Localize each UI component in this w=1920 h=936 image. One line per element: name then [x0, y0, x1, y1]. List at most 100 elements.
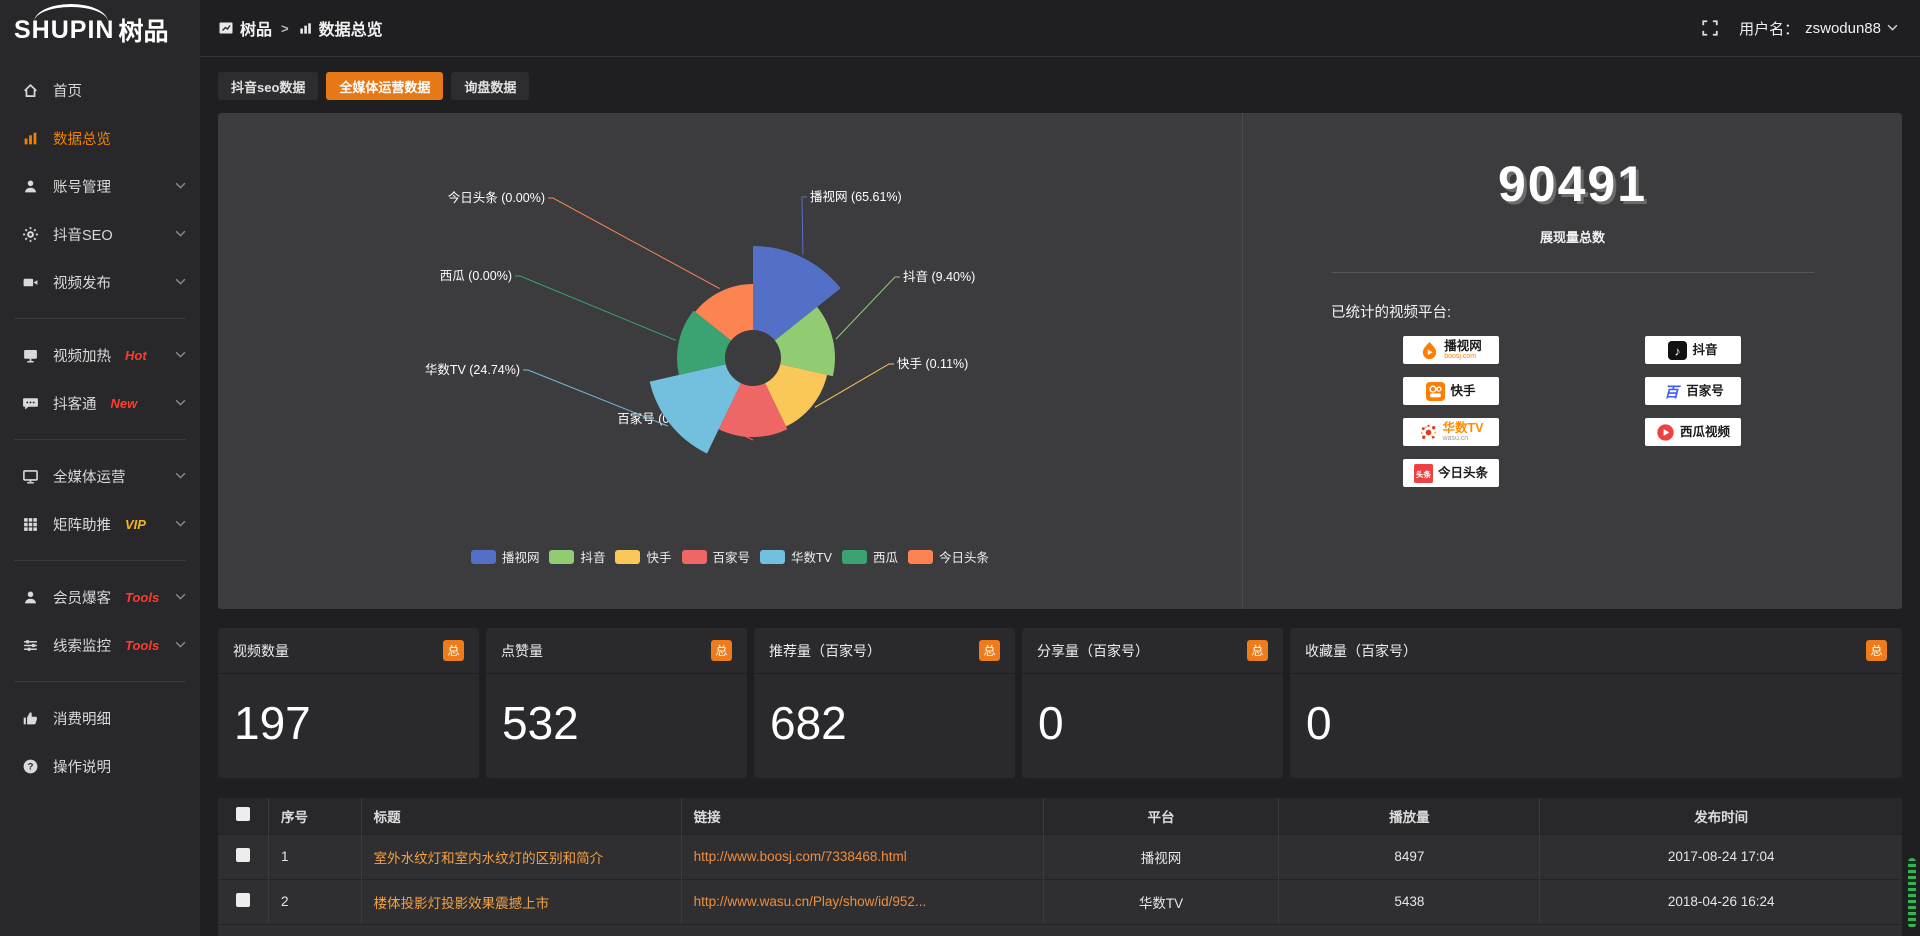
home-icon [24, 83, 37, 97]
sidebar-item-user2[interactable]: 会员爆客 Tools [0, 573, 200, 621]
sidebar-item-chart-bars[interactable]: 数据总览 [0, 114, 200, 162]
chart-legend: 播视网 抖音 快手 百家号 华数TV 西瓜 今日头条 [218, 547, 1242, 566]
stat-card-0: 视频数量 总 197 [218, 628, 479, 778]
table-header-1: 标题 [360, 798, 682, 834]
table-header-5: 发布时间 [1539, 798, 1902, 834]
bar-chart-icon [299, 22, 311, 34]
sidebar-item-home[interactable]: 首页 [0, 66, 200, 114]
legend-swatch [842, 549, 867, 564]
pie-slice-6[interactable] [695, 284, 753, 341]
svg-text:百: 百 [1665, 385, 1682, 401]
platform-logo-grid: 播视网 boosj.com 快手 华数TV wasu.cn 头条 今日头条 ♪ 抖音百百家号 西瓜… [1403, 336, 1902, 487]
table-header-3: 平台 [1042, 798, 1279, 834]
boosj-logo-icon [1423, 341, 1437, 359]
tab-0[interactable]: 抖音seo数据 [218, 72, 319, 100]
stat-card-header: 视频数量 总 [218, 628, 479, 674]
total-badge[interactable]: 总 [979, 640, 1000, 661]
scrollbar-thumb[interactable] [1908, 858, 1916, 928]
sidebar-item-video-camera[interactable]: 视频发布 [0, 258, 200, 306]
tab-2[interactable]: 询盘数据 [451, 72, 530, 100]
sidebar-item-grid[interactable]: 矩阵助推 VIP [0, 500, 200, 548]
pie-slice-3[interactable] [718, 383, 788, 438]
legend-item[interactable]: 快手 [615, 547, 672, 566]
select-all-checkbox[interactable] [236, 807, 250, 822]
total-impressions-label: 展现量总数 [1539, 230, 1605, 245]
topbar: 树品 > 数据总览 用户名： zswodun88 [200, 0, 1920, 57]
breadcrumb-separator: > [281, 20, 289, 36]
tab-1[interactable]: 全媒体运营数据 [326, 72, 444, 100]
cell-title-link[interactable]: 室外水纹灯和室内水纹灯的区别和简介 [360, 834, 682, 879]
gear-icon [23, 226, 38, 242]
sidebar-item-badge: New [110, 395, 138, 411]
chevron-down-icon [175, 399, 186, 406]
app-logo[interactable]: SHUPIN 树品 [0, 0, 200, 60]
logo-text-cn: 树品 [118, 18, 169, 46]
sidebar-divider [14, 318, 186, 319]
table-row: 2 楼体投影灯投影效果震撼上市 http://www.wasu.cn/Play/sh… [218, 879, 1902, 924]
sidebar-item-sliders[interactable]: 线索监控 Tools [0, 621, 200, 669]
legend-item[interactable]: 百家号 [681, 547, 750, 566]
total-badge[interactable]: 总 [1247, 640, 1268, 661]
legend-item[interactable]: 华数TV [760, 547, 832, 566]
table-header-4: 播放量 [1278, 798, 1540, 834]
pie-slice-5[interactable] [676, 310, 732, 375]
video-camera-icon [23, 278, 38, 286]
tab-bar: 抖音seo数据 全媒体运营数据 询盘数据 [218, 72, 1902, 100]
breadcrumb-root-label: 树品 [240, 22, 273, 39]
cell-index: 2 [268, 879, 362, 924]
videos-table: 序号 标题 链接 平台 播放量 发布时间 1 室外水纹灯和室内水纹灯的区别和简介 http:/… [218, 798, 1902, 924]
pie-slice-2[interactable] [765, 364, 828, 427]
fullscreen-icon[interactable] [1701, 19, 1719, 37]
stat-card-value: 197 [234, 697, 311, 749]
cell-platform: 华数TV [1042, 879, 1279, 924]
pie-slice-0[interactable] [753, 246, 841, 341]
pie-label-line-5 [515, 275, 677, 341]
platform-name: 抖音 [1692, 342, 1718, 357]
legend-swatch [760, 549, 786, 564]
sidebar-item-label: 账号管理 [53, 179, 111, 196]
legend-item[interactable]: 播视网 [470, 547, 539, 566]
sidebar-item-gear[interactable]: 抖音SEO [0, 210, 200, 258]
sidebar-item-label: 消费明细 [53, 711, 111, 728]
total-badge[interactable]: 总 [711, 640, 732, 661]
legend-swatch [549, 549, 575, 564]
sidebar-item-user[interactable]: 账号管理 [0, 162, 200, 210]
sidebar-item-question[interactable]: ? 操作说明 [0, 742, 200, 790]
baijiahao-logo-icon: 百 [1665, 385, 1682, 401]
legend-label: 今日头条 [939, 551, 990, 565]
pie-label-line-2 [814, 363, 894, 408]
sidebar-item-screen[interactable]: 视频加热 Hot [0, 331, 200, 379]
sidebar-item-label: 矩阵助推 [53, 517, 111, 534]
platform-subtitle: boosj.com [1444, 353, 1477, 361]
total-badge[interactable]: 总 [443, 640, 464, 661]
stat-card-label: 视频数量 [233, 642, 289, 659]
legend-swatch [908, 549, 934, 564]
pie-slice-1[interactable] [774, 306, 835, 377]
sidebar-item-label: 数据总览 [53, 131, 111, 148]
logo-arc-decoration [34, 4, 108, 22]
sidebar-item-label: 线索监控 [53, 638, 111, 655]
row-checkbox[interactable] [236, 848, 250, 862]
overview-panel: 播视网 (65.61%) 抖音 (9.40%) 快手 (0.11%) 百家号 (0.1… [218, 113, 1902, 609]
legend-item[interactable]: 西瓜 [842, 547, 898, 566]
cell-title-link[interactable]: 楼体投影灯投影效果震撼上市 [360, 879, 682, 924]
stat-card-4: 收藏量（百家号） 总 0 [1290, 628, 1902, 778]
breadcrumb-current[interactable]: 数据总览 [298, 16, 383, 40]
pie-label-0: 播视网 (65.61%) [810, 189, 902, 204]
pie-slice-4[interactable] [649, 364, 741, 454]
svg-text:♪: ♪ [1675, 344, 1681, 358]
row-checkbox[interactable] [236, 893, 250, 908]
cell-url-link[interactable]: http://www.wasu.cn/Play/show/id/952... [680, 879, 1044, 924]
chevron-down-icon [175, 520, 186, 527]
breadcrumb-current-label: 数据总览 [318, 22, 383, 39]
sidebar-item-thumb[interactable]: 消费明细 [0, 694, 200, 742]
user-menu[interactable]: 用户名： zswodun88 [1739, 18, 1898, 39]
cell-url-link[interactable]: http://www.boosj.com/7338468.html [680, 834, 1044, 879]
sidebar-item-chat[interactable]: 抖客通 New [0, 379, 200, 427]
legend-item[interactable]: 抖音 [549, 547, 605, 566]
sidebar-item-monitor[interactable]: 全媒体运营 [0, 452, 200, 500]
breadcrumb-root[interactable]: 树品 [218, 16, 272, 40]
legend-item[interactable]: 今日头条 [908, 547, 989, 566]
total-badge[interactable]: 总 [1866, 640, 1887, 661]
table-row-partial [218, 924, 1902, 936]
